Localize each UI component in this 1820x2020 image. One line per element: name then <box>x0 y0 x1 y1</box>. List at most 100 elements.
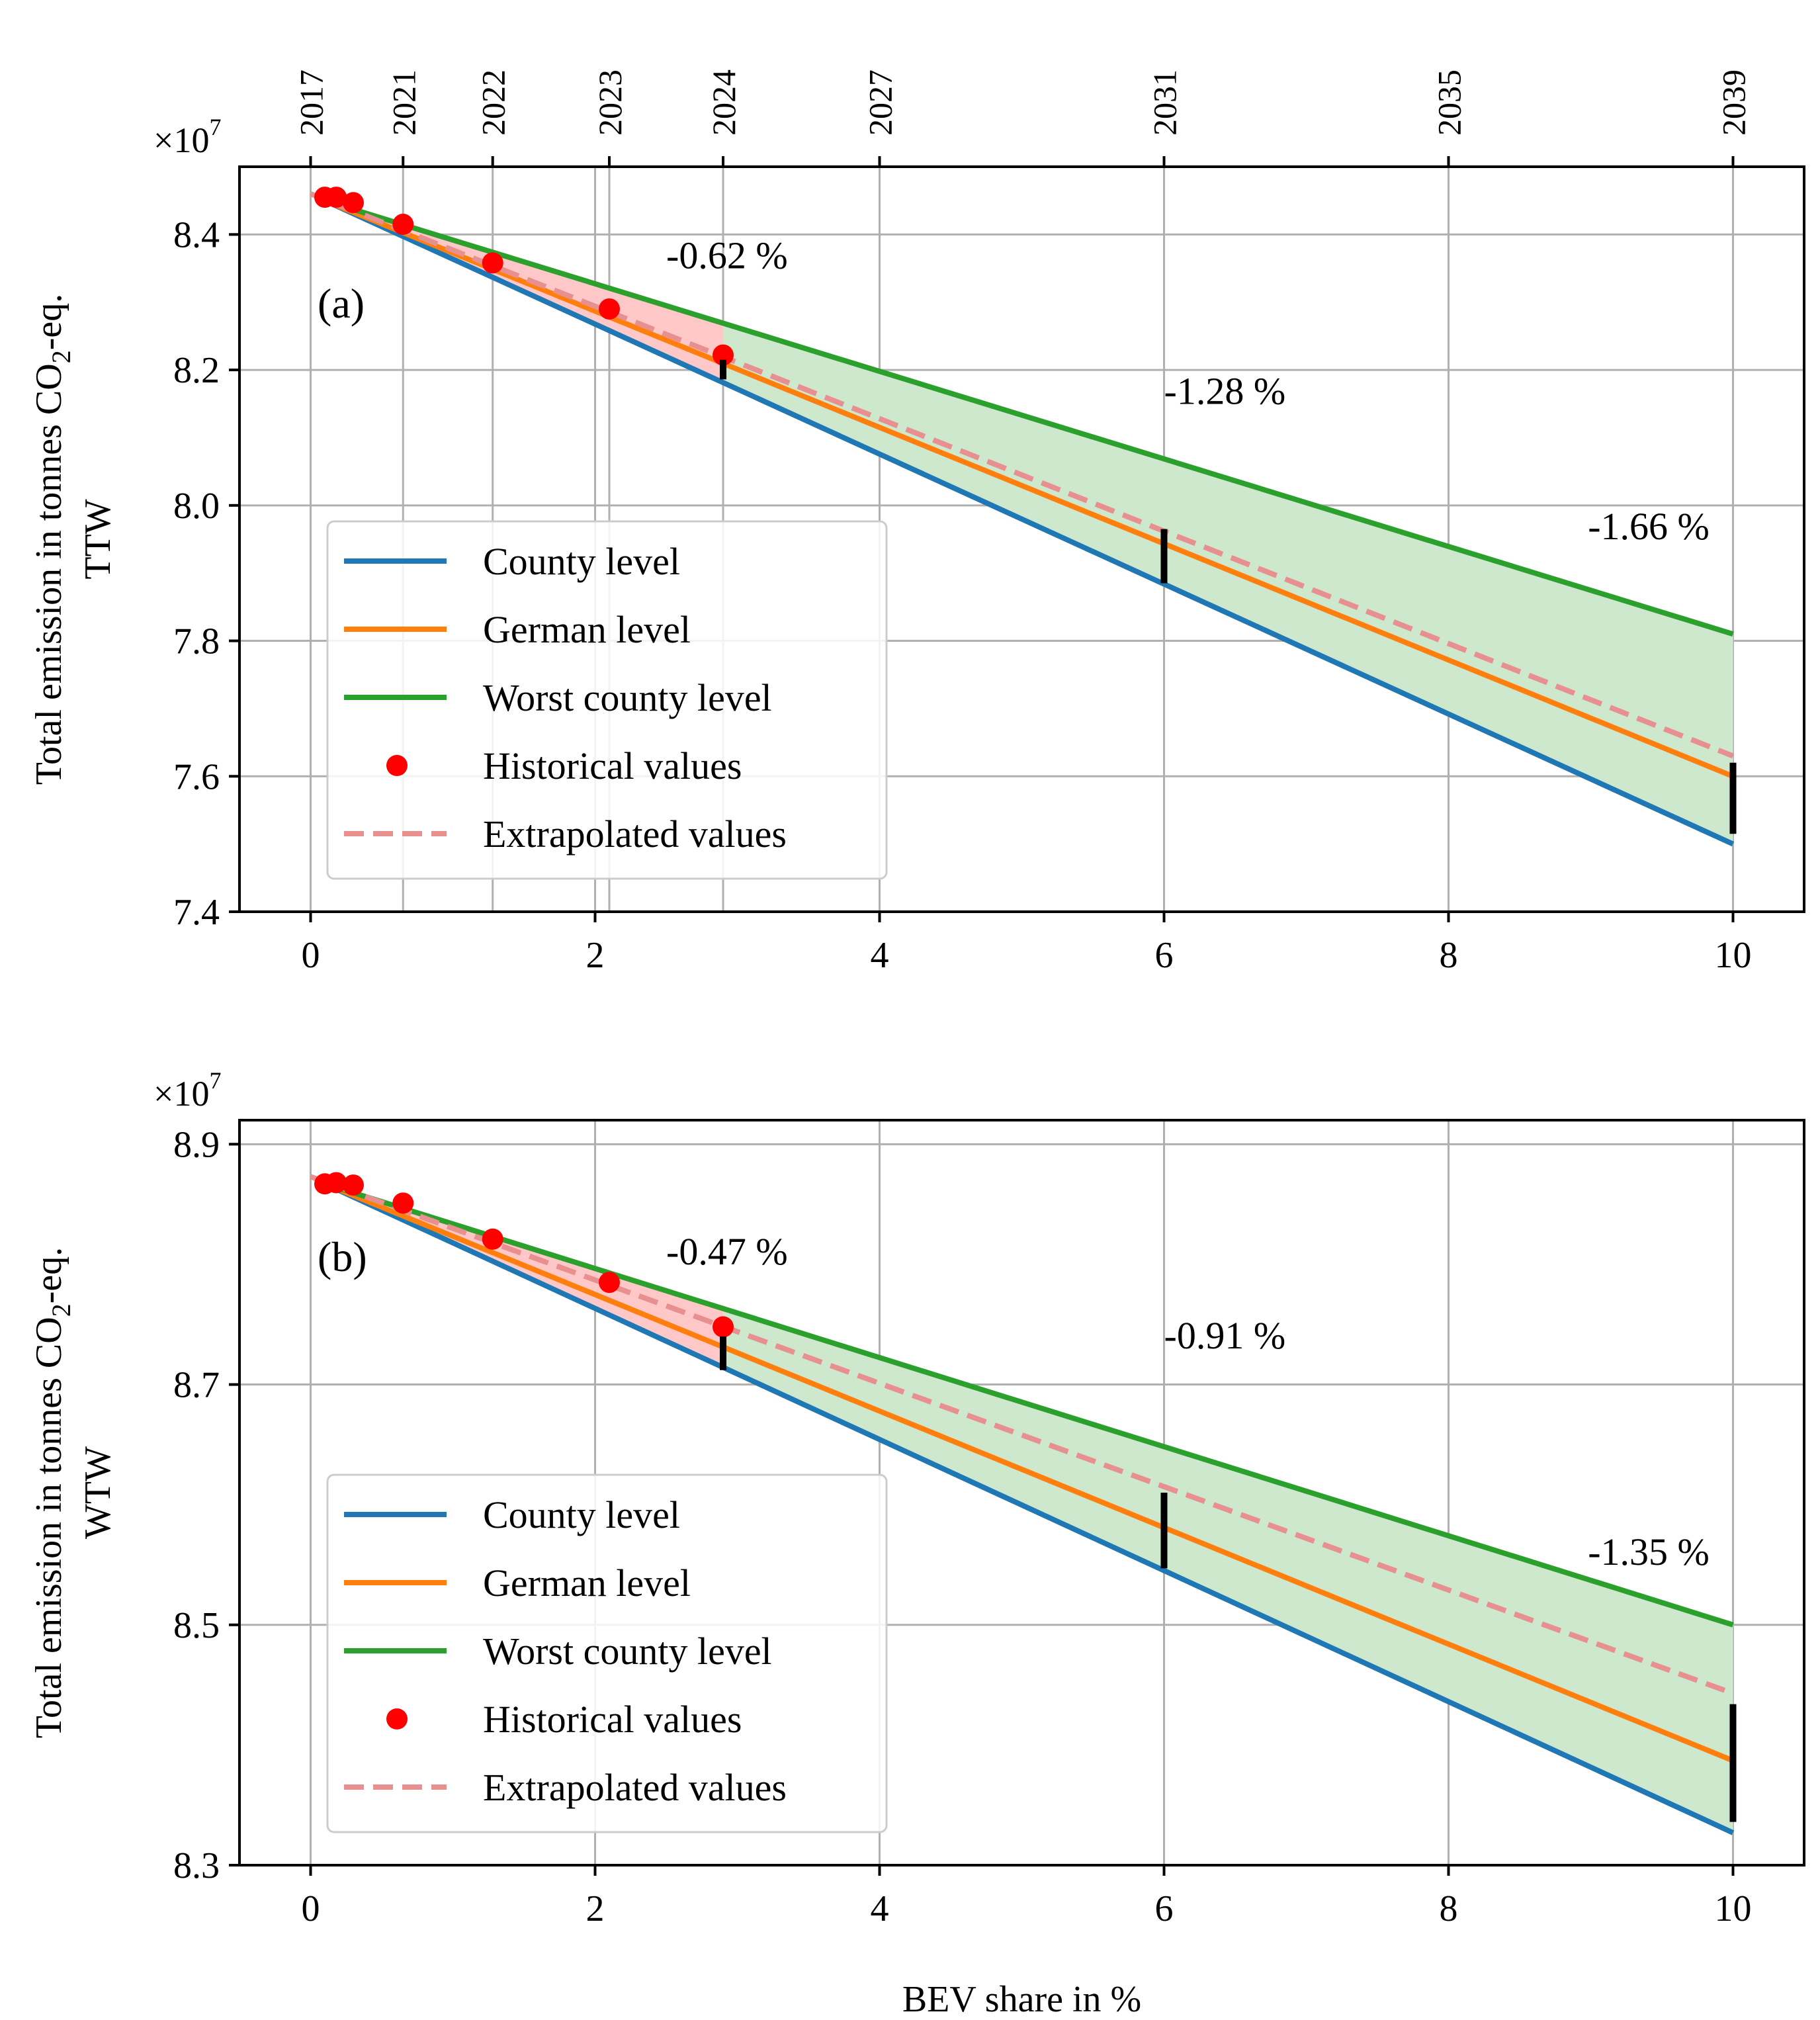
percent-annotation: -1.28 % <box>1164 369 1286 412</box>
percent-annotation: -0.47 % <box>666 1230 788 1273</box>
y-axis-title-text: Total emission in tonnes CO <box>28 363 69 785</box>
historical-point <box>482 1228 503 1250</box>
y-tick-label: 8.3 <box>173 1845 220 1886</box>
series-worst-county-level <box>324 198 1734 637</box>
historical-point <box>343 192 364 214</box>
legend-label: Worst county level <box>483 1630 772 1673</box>
x-axis-title: BEV share in % <box>902 1979 1141 2020</box>
percent-annotation: -0.91 % <box>1164 1314 1286 1357</box>
legend-label: Historical values <box>483 744 742 787</box>
fill-region-green <box>723 1308 1733 1833</box>
y-tick-label: 8.7 <box>173 1365 220 1406</box>
legend: County level German level Worst county lev… <box>326 1473 888 1833</box>
historical-point <box>713 1316 734 1338</box>
percent-annotation: -1.35 % <box>1588 1530 1710 1573</box>
x-tick-label: 10 <box>1715 1888 1752 1929</box>
historical-point <box>599 298 620 320</box>
y-tick-label: 8.5 <box>173 1605 220 1646</box>
legend-item: German level <box>344 608 691 651</box>
legend-item: Worst county level <box>344 676 772 719</box>
y-axis-title-subscript: 2 <box>46 350 76 363</box>
top-year-tick-label: 2024 <box>705 69 742 136</box>
y-multiplier: ×107 <box>153 1067 221 1114</box>
x-tick-label: 4 <box>871 935 889 976</box>
series-worst-county-level <box>324 1181 1734 1628</box>
x-tick-label: 6 <box>1155 1888 1174 1929</box>
historical-point <box>325 187 347 208</box>
top-year-axis: 2017 2021 2022 2023 2024 2027 2031 2035 2039 <box>293 69 1753 167</box>
historical-point <box>482 252 503 274</box>
y-axis-title-suffix: -eq. <box>28 294 69 351</box>
historical-point <box>392 214 414 236</box>
x-tick-label: 6 <box>1155 935 1174 976</box>
plot-frame <box>238 1119 1805 1866</box>
panel-label: (a) <box>318 280 365 327</box>
percent-annotation: -1.66 % <box>1588 505 1710 548</box>
legend-item: Historical values <box>386 744 742 787</box>
panel-a-ttw: 0 2 4 6 8 10 7.4 7.6 7.8 8.0 8.2 8.4 ×107 Total emiss… <box>28 114 1805 976</box>
x-tick-label: 8 <box>1440 1888 1458 1929</box>
series-german-level <box>324 198 1735 779</box>
legend-marker-historical <box>386 1708 408 1730</box>
y-axis-subtitle: WTW <box>77 1446 118 1539</box>
y-axis-title-subscript: 2 <box>46 1303 76 1317</box>
x-tick-label: 10 <box>1715 935 1752 976</box>
y-axis-title: Total emission in tonnes CO2-eq. <box>28 1247 76 1738</box>
series-county-level <box>324 1181 1735 1835</box>
y-tick-label: 7.8 <box>173 621 220 662</box>
series-extrapolated-values <box>310 191 1734 759</box>
legend-item: Extrapolated values <box>344 1766 787 1809</box>
historical-point <box>713 344 734 366</box>
y-tick-label: 8.4 <box>173 214 220 255</box>
y-axis-title: Total emission in tonnes CO2-eq. <box>28 294 76 785</box>
series-extrapolated-values <box>310 1174 1734 1696</box>
legend-item: County level <box>344 1493 680 1536</box>
y-multiplier-exponent: 7 <box>209 1067 221 1094</box>
top-year-tick-label: 2021 <box>385 69 422 136</box>
legend-label: Historical values <box>483 1698 742 1741</box>
historical-point <box>392 1192 414 1214</box>
panel-b-wtw: 0 2 4 6 8 10 8.3 8.5 8.7 8.9 ×107 Total emission in… <box>28 1067 1805 1929</box>
panel-label: (b) <box>318 1233 367 1280</box>
legend-box <box>326 1473 888 1833</box>
top-year-tick-label: 2022 <box>475 69 512 136</box>
legend-box <box>326 520 888 880</box>
y-tick-label: 8.2 <box>173 350 220 391</box>
x-tick-label: 4 <box>871 1888 889 1929</box>
legend-label: County level <box>483 1493 680 1536</box>
top-year-tick-label: 2035 <box>1431 69 1468 136</box>
percent-annotation: -0.62 % <box>666 234 788 277</box>
y-axis-title-text: Total emission in tonnes CO <box>28 1317 69 1738</box>
legend-marker-historical <box>386 755 408 776</box>
x-tick-label: 2 <box>586 935 605 976</box>
legend-item: Worst county level <box>344 1630 772 1673</box>
top-year-tick-label: 2027 <box>862 69 899 136</box>
y-tick-label: 8.0 <box>173 486 220 527</box>
legend-label: German level <box>483 608 691 651</box>
legend-item: German level <box>344 1561 691 1604</box>
y-tick-label: 8.9 <box>173 1124 220 1165</box>
plot-frame <box>238 165 1805 913</box>
legend: County level German level Worst county lev… <box>326 520 888 880</box>
legend-item: County level <box>344 540 680 583</box>
x-tick-label: 2 <box>586 1888 605 1929</box>
historical-point <box>343 1174 364 1196</box>
legend-label: Extrapolated values <box>483 1766 787 1809</box>
legend-label: Extrapolated values <box>483 812 787 856</box>
legend-item: Historical values <box>386 1698 742 1741</box>
x-tick-label: 8 <box>1440 935 1458 976</box>
legend-label: German level <box>483 1561 691 1604</box>
top-year-tick-label: 2031 <box>1147 69 1184 136</box>
x-tick-label: 0 <box>302 1888 320 1929</box>
x-tick-label: 0 <box>302 935 320 976</box>
historical-point <box>325 1172 347 1194</box>
legend-label: Worst county level <box>483 676 772 719</box>
y-multiplier-exponent: 7 <box>209 114 221 140</box>
historical-point <box>599 1272 620 1294</box>
top-year-tick-label: 2017 <box>293 69 330 136</box>
y-multiplier: ×107 <box>153 114 221 160</box>
y-axis-title-suffix: -eq. <box>28 1247 69 1304</box>
top-year-tick-label: 2039 <box>1715 69 1753 136</box>
fill-region-green <box>723 323 1733 844</box>
